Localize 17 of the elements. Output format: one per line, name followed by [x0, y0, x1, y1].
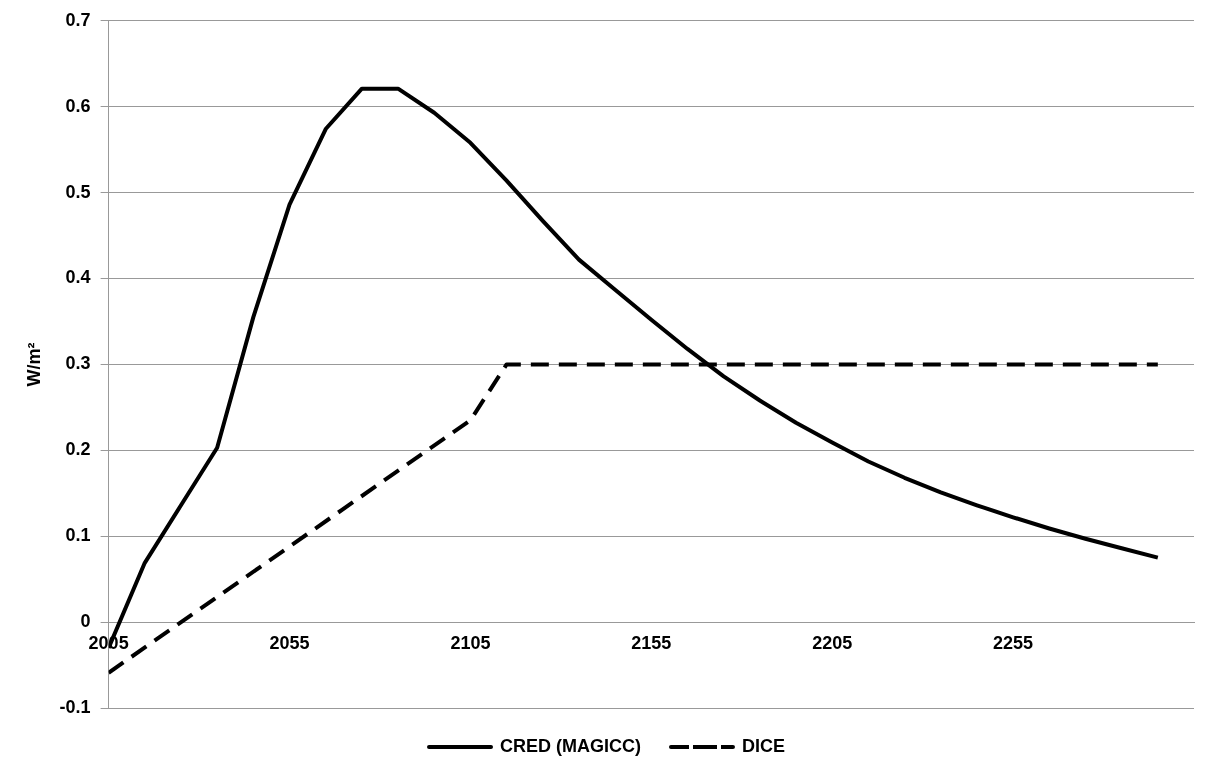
x-tick-label: 2255: [993, 632, 1034, 653]
y-tick-label: 0.4: [65, 267, 91, 288]
y-tick-label: 0.2: [65, 439, 91, 460]
x-tick-label: 2205: [812, 632, 853, 653]
x-tick-label: 2105: [450, 632, 491, 653]
y-tick-label: 0: [80, 611, 91, 632]
y-tick-label: 0.5: [65, 181, 91, 202]
y-tick-label: 0.1: [65, 525, 91, 546]
x-tick-label: 2155: [631, 632, 672, 653]
y-axis-title: W/m²: [23, 342, 44, 387]
y-tick-label: 0.7: [65, 9, 91, 30]
legend-label: CRED (MAGICC): [500, 735, 641, 756]
y-tick-label: -0.1: [59, 696, 91, 717]
x-tick-label: 2055: [269, 632, 310, 653]
legend-label: DICE: [741, 735, 786, 756]
y-tick-label: 0.6: [65, 95, 91, 116]
y-tick-label: 0.3: [65, 353, 91, 374]
